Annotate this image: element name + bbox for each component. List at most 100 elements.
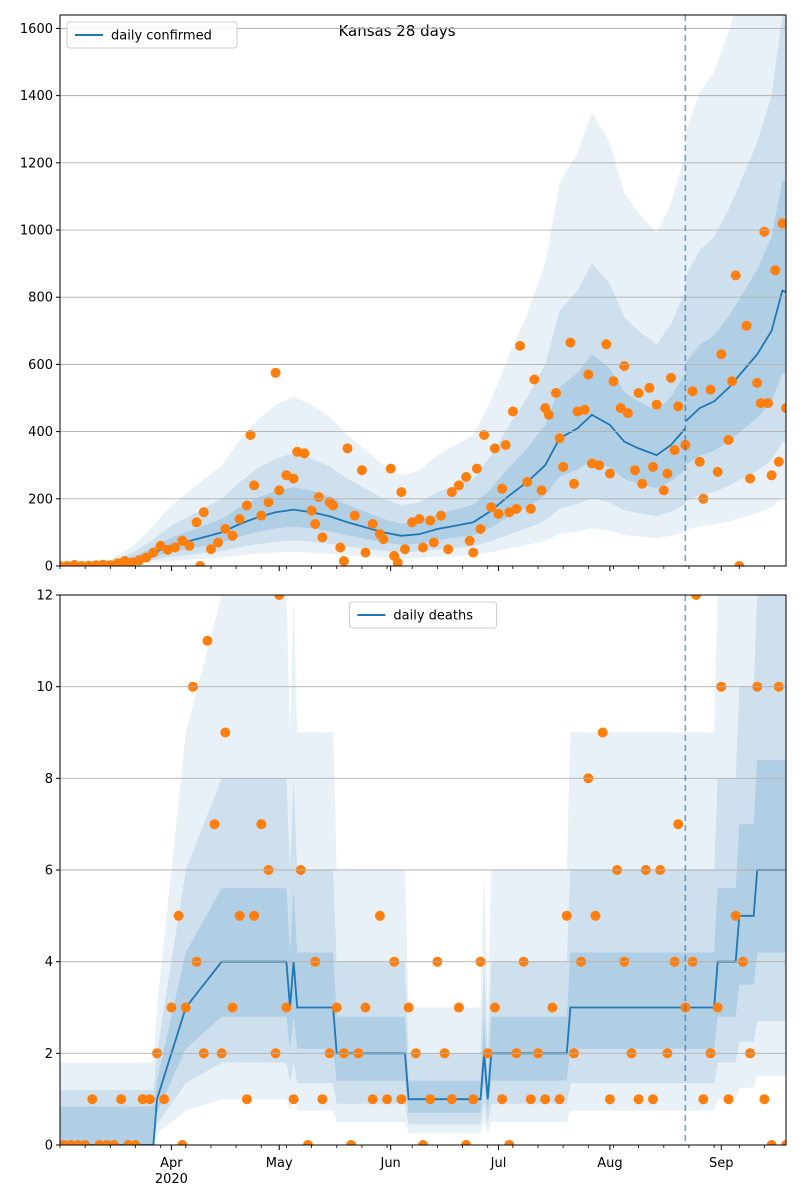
data-point — [170, 542, 180, 553]
data-point — [755, 398, 766, 409]
data-point — [536, 485, 547, 496]
y-tick-label: 8 — [45, 772, 53, 787]
data-point — [558, 461, 569, 472]
daily-confirmed-forecast-line — [684, 289, 786, 423]
data-point — [317, 1094, 328, 1105]
data-point — [108, 1140, 119, 1145]
data-point — [489, 443, 500, 454]
data-point — [349, 510, 360, 521]
data-point — [511, 503, 522, 514]
data-point — [87, 1094, 98, 1105]
data-point — [382, 1094, 393, 1105]
legend: daily confirmed — [66, 21, 238, 49]
data-point — [310, 519, 321, 529]
data-point — [184, 540, 195, 551]
data-point — [583, 369, 594, 380]
data-point — [543, 409, 554, 420]
data-point — [590, 910, 601, 921]
data-point — [489, 1002, 500, 1013]
data-point — [360, 1002, 371, 1013]
data-point — [569, 478, 579, 489]
data-point — [335, 542, 346, 553]
x-tick-label: Aug — [597, 1156, 622, 1171]
data-point — [144, 1094, 155, 1105]
data-point — [241, 1094, 252, 1105]
data-point — [331, 1002, 342, 1013]
axes-frame — [59, 14, 787, 567]
data-point — [328, 500, 339, 511]
data-point — [673, 401, 684, 412]
x-tick-label: Jul — [490, 1156, 507, 1171]
data-point — [633, 388, 644, 398]
data-point — [148, 547, 159, 558]
data-point — [317, 532, 328, 543]
data-point — [80, 1140, 91, 1145]
legend: daily deaths — [348, 601, 498, 629]
data-point — [673, 819, 684, 830]
data-point — [418, 542, 428, 553]
data-point — [712, 466, 723, 477]
data-point — [360, 547, 371, 558]
data-point — [367, 1094, 378, 1105]
data-point — [446, 487, 457, 498]
data-point — [630, 465, 640, 476]
data-point — [759, 226, 770, 237]
data-point — [648, 461, 658, 472]
data-point — [705, 384, 716, 395]
y-tick-label: 10 — [36, 680, 53, 695]
data-point — [177, 1140, 188, 1145]
legend-box — [348, 601, 498, 629]
data-point — [727, 376, 738, 387]
data-point — [281, 1002, 292, 1013]
legend-label: daily deaths — [393, 609, 473, 624]
observed-points — [60, 595, 786, 1145]
data-point — [619, 361, 630, 372]
data-point — [504, 1140, 515, 1145]
data-point — [669, 445, 680, 456]
data-point — [770, 265, 781, 276]
data-point — [274, 485, 285, 496]
data-point — [249, 910, 260, 921]
data-point — [723, 1094, 734, 1105]
y-tick-label: 400 — [28, 425, 53, 440]
data-point — [137, 1094, 148, 1105]
data-point — [313, 492, 324, 503]
data-point — [342, 443, 353, 454]
data-point — [177, 535, 188, 546]
data-point — [425, 1094, 436, 1105]
data-point — [734, 561, 745, 566]
x-tick-label: Jun — [379, 1156, 400, 1171]
data-point — [198, 507, 209, 518]
x-tick-label: Apr — [160, 1156, 183, 1171]
data-point — [766, 1140, 777, 1145]
data-point — [338, 556, 349, 566]
data-point — [565, 337, 576, 348]
data-point — [464, 535, 475, 546]
data-point — [529, 374, 540, 385]
data-point — [443, 544, 454, 555]
data-point — [615, 403, 626, 414]
data-point — [396, 487, 407, 498]
data-point — [263, 497, 274, 508]
data-point — [604, 468, 615, 479]
uncertainty-band — [60, 15, 786, 566]
data-point — [471, 463, 482, 474]
data-point — [730, 910, 741, 921]
data-point — [303, 1140, 313, 1145]
data-point — [453, 480, 464, 491]
data-point — [515, 340, 525, 351]
data-point — [666, 372, 676, 383]
data-point — [773, 456, 784, 467]
data-point — [461, 1140, 472, 1145]
data-point — [479, 430, 490, 440]
y-tick-label: 4 — [45, 955, 53, 970]
data-point — [367, 519, 378, 529]
x-tick-label: May — [266, 1156, 293, 1171]
x-tick-label: Sep — [709, 1156, 734, 1171]
data-point — [234, 514, 245, 524]
data-point — [637, 478, 648, 489]
y-tick-label: 2 — [45, 1047, 53, 1062]
data-point — [206, 544, 216, 555]
data-point — [299, 448, 310, 459]
